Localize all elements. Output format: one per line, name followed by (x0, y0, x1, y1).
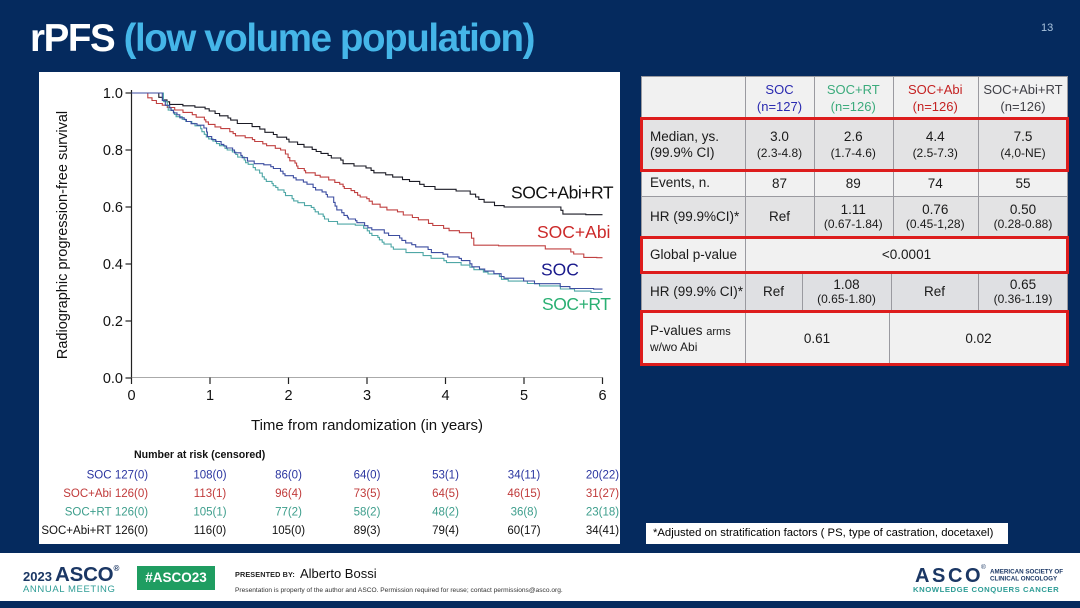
svg-text:SOC+RT: SOC+RT (65, 507, 112, 519)
svg-text:0: 0 (127, 388, 135, 404)
svg-text:34(11): 34(11) (508, 470, 541, 482)
svg-text:SOC+Abi+RT: SOC+Abi+RT (41, 525, 111, 537)
svg-text:0.6: 0.6 (103, 200, 123, 216)
svg-text:64(0): 64(0) (354, 470, 381, 482)
svg-text:36(8): 36(8) (511, 507, 538, 519)
svg-text:SOC+Abi: SOC+Abi (63, 488, 111, 500)
svg-text:2: 2 (284, 388, 292, 404)
svg-text:Radiographic progression-free: Radiographic progression-free survival (55, 111, 71, 359)
svg-text:34(41): 34(41) (586, 525, 619, 537)
svg-text:64(5): 64(5) (432, 488, 459, 500)
svg-text:23(18): 23(18) (586, 507, 619, 519)
svg-text:116(0): 116(0) (194, 525, 227, 537)
svg-text:20(22): 20(22) (586, 470, 619, 482)
svg-text:5: 5 (520, 388, 528, 404)
svg-text:1: 1 (206, 388, 214, 404)
svg-text:SOC+Abi+RT: SOC+Abi+RT (511, 183, 614, 203)
svg-text:0.2: 0.2 (103, 314, 123, 330)
svg-text:SOC: SOC (541, 260, 579, 280)
svg-text:126(0): 126(0) (115, 507, 148, 519)
svg-text:6: 6 (598, 388, 606, 404)
svg-text:SOC: SOC (87, 470, 112, 482)
svg-text:4: 4 (441, 388, 449, 404)
svg-text:77(2): 77(2) (275, 507, 302, 519)
svg-text:73(5): 73(5) (354, 488, 381, 500)
svg-text:48(2): 48(2) (432, 507, 459, 519)
svg-text:126(0): 126(0) (115, 525, 148, 537)
svg-text:105(0): 105(0) (272, 525, 305, 537)
svg-text:53(1): 53(1) (432, 470, 459, 482)
svg-text:89(3): 89(3) (354, 525, 381, 537)
svg-text:SOC+RT: SOC+RT (542, 294, 611, 314)
svg-text:1.0: 1.0 (103, 86, 123, 102)
svg-text:0.4: 0.4 (103, 257, 123, 273)
svg-text:127(0): 127(0) (115, 470, 148, 482)
svg-text:0.8: 0.8 (103, 143, 123, 159)
svg-text:60(17): 60(17) (507, 525, 540, 537)
svg-text:113(1): 113(1) (194, 488, 227, 500)
svg-text:31(27): 31(27) (586, 488, 619, 500)
svg-text:79(4): 79(4) (432, 525, 459, 537)
svg-text:SOC+Abi: SOC+Abi (537, 222, 610, 242)
svg-text:46(15): 46(15) (507, 488, 540, 500)
svg-text:58(2): 58(2) (354, 507, 381, 519)
svg-text:105(1): 105(1) (193, 507, 226, 519)
svg-text:Time from randomization (in ye: Time from randomization (in years) (251, 417, 483, 434)
svg-text:86(0): 86(0) (275, 470, 302, 482)
svg-text:Number at risk (censored): Number at risk (censored) (134, 449, 265, 461)
svg-text:0.0: 0.0 (103, 371, 123, 387)
svg-text:126(0): 126(0) (115, 488, 148, 500)
svg-text:3: 3 (363, 388, 371, 404)
svg-text:108(0): 108(0) (193, 470, 226, 482)
svg-text:96(4): 96(4) (275, 488, 302, 500)
